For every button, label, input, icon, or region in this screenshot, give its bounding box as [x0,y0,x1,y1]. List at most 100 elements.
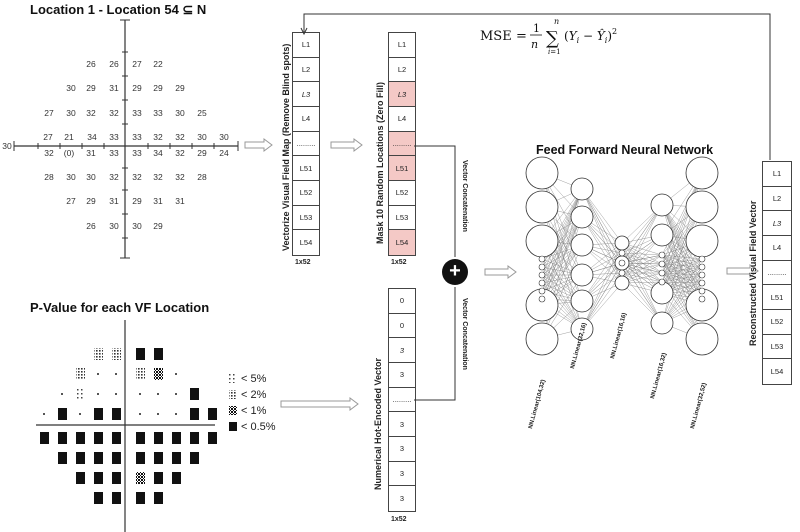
vf-value: 29 [197,148,207,158]
pvalue-cell [61,393,63,395]
pvalue-cell [154,368,163,380]
neuron [650,223,674,247]
pvalue-cell [94,432,103,444]
vf-value: 29 [153,83,163,93]
pvalue-cell [112,348,121,360]
pvalue-cell [76,472,85,484]
vf-map-title: Location 1 - Location 54 ⊆ N [30,2,207,17]
dots-symbol-icon [229,373,237,383]
vf-value: 32 [175,132,185,142]
svg-text:MSE: MSE [480,29,512,44]
legend-label: < 5% [241,373,267,385]
dense-symbol-icon [229,389,237,399]
pvalue-cell [136,452,145,464]
vf-map-axes [13,19,239,259]
vf-value: 26 [86,59,96,69]
vector-cell: ......... [389,388,415,413]
vector-cell: L3 [763,211,791,236]
pvalue-cell [208,408,217,420]
pvalue-cell [40,432,49,444]
vf-value: 32 [109,108,119,118]
vector-cell: L3 [389,82,415,107]
pvalue-cell [154,472,163,484]
vf-value: 33 [109,148,119,158]
vector-cell: L2 [293,58,319,83]
vf-value: 33 [109,132,119,142]
legend-label: < 1% [241,405,267,417]
neuron [650,311,674,335]
pvalue-cell [58,408,67,420]
svg-text:n: n [531,38,538,51]
pvalue-cell [154,452,163,464]
neuron-ellipsis [698,279,706,287]
pvalue-cell [136,472,145,484]
pvalue-cell [136,432,145,444]
vf-value: 32 [109,172,119,182]
pvalue-cell [76,388,85,400]
vf-value: 32 [153,172,163,182]
pvalue-cell [97,393,99,395]
vector-cell: 0 [389,314,415,339]
pvalue-cell [172,472,181,484]
legend-label: < 2% [241,389,267,401]
pvalue-cell [136,492,145,504]
vf-value: 30 [109,221,119,231]
neuron [570,289,594,313]
neuron-ellipsis [698,287,706,295]
vf-value: 30 [175,108,185,118]
legend-label: < 0.5% [241,421,276,433]
svg-text:=: = [516,29,527,44]
mse-formula: MSE = 1 n n ∑ i=1 (Yi − Ŷi)2 [480,17,617,56]
vf-value: 30 [66,108,76,118]
neuron [685,322,719,356]
neuron-ellipsis [538,279,546,287]
vf-value: 26 [86,221,96,231]
pvalue-map [36,320,217,532]
solid-symbol-icon [229,421,237,431]
arrow-right-icon [726,264,759,278]
vf-value: 29 [86,83,96,93]
vector-cell: L4 [293,107,319,132]
pvalue-cell [112,472,121,484]
vec1-dim: 1x52 [295,259,311,266]
neuron-ellipsis [698,271,706,279]
neural-network [525,156,719,356]
vec3: 0 0 3 3......... 3 3 3 3 [388,288,416,512]
vf-value: 30 [66,83,76,93]
vector-cell: 3 [389,462,415,487]
pvalue-cell [157,413,159,415]
vector-cell: L4 [763,236,791,261]
vf-value: 22 [153,59,163,69]
legend-item: < 2% [228,385,276,401]
vf-value: 29 [86,196,96,206]
pvalue-cell [154,432,163,444]
pvalue-title: P-Value for each VF Location [30,300,210,315]
output-label: Reconstructed Visual Field Vector [748,200,758,346]
pvalue-cell [154,348,163,360]
neuron-ellipsis [618,269,626,277]
neuron [570,317,594,341]
pvalue-cell [175,373,177,375]
vector-cell: 3 [389,338,415,363]
vector-cell: L52 [389,181,415,206]
neuron-ellipsis [538,295,546,303]
vector-cell: L51 [763,285,791,310]
neuron-ellipsis [538,255,546,263]
pvalue-cell [112,492,121,504]
neuron-ellipsis [618,259,626,267]
neuron [614,235,630,251]
pvalue-cell [76,452,85,464]
vec2-dim: 1x52 [391,259,407,266]
vector-cell: ......... [763,261,791,286]
neuron-ellipsis [698,255,706,263]
pvalue-cell [175,393,177,395]
vector-cell: L53 [293,206,319,231]
vf-value: 30 [197,132,207,142]
vector-cell: L2 [763,187,791,212]
svg-text:∑: ∑ [546,28,559,49]
neuron [650,193,674,217]
neuron [570,205,594,229]
vector-cell: L54 [389,230,415,255]
pvalue-cell [76,368,85,380]
